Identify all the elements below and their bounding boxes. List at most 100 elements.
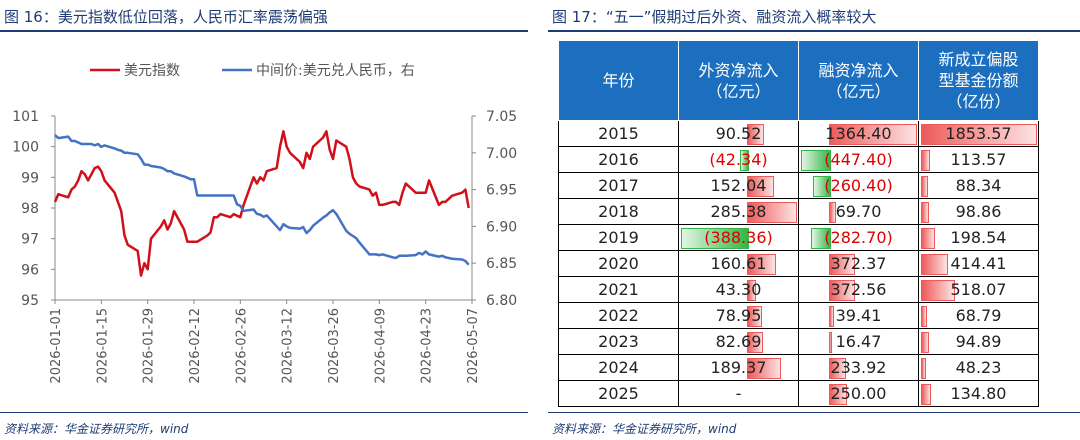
fx-cell: 43.30 xyxy=(678,276,799,303)
usd-index-line xyxy=(53,130,470,277)
data-bar xyxy=(921,384,932,405)
cell-value: 372.37 xyxy=(830,254,887,273)
mg-cell: 233.92 xyxy=(798,354,919,381)
flow-table-title: 图 17：“五一”假期过后外资、融资流入概率较大 xyxy=(552,8,877,26)
fd-cell: 414.41 xyxy=(918,250,1039,277)
x-tick-label: 2026-03-12 xyxy=(281,308,296,384)
year-cell: 2019 xyxy=(558,224,679,251)
mg-cell: (447.40) xyxy=(798,146,919,173)
table-row: 2018 285.38 69.70 98.86 xyxy=(558,198,1039,225)
fx-chart-title: 图 16：美元指数低位回落，人民币汇率震荡偏强 xyxy=(4,8,328,26)
x-tick-label: 2026-05-07 xyxy=(466,308,481,384)
header-text: 融资净流入 xyxy=(818,60,899,80)
table-header-cell: 融资净流入 （亿元） xyxy=(798,40,919,121)
header-text: 外资净流入 xyxy=(698,60,779,80)
fd-cell: 88.34 xyxy=(918,172,1039,199)
cell-value: 189.37 xyxy=(710,358,767,377)
cny-fix-line xyxy=(54,134,470,266)
data-bar xyxy=(746,202,797,223)
data-bar xyxy=(801,150,832,171)
cell-value: 94.89 xyxy=(955,332,1002,351)
title-rule xyxy=(0,30,528,32)
data-bar xyxy=(739,150,749,171)
table-row: 2022 78.95 39.41 68.79 xyxy=(558,302,1039,329)
mg-cell: 16.47 xyxy=(798,328,919,355)
mg-cell: 250.00 xyxy=(798,380,919,407)
fx-cell: 285.38 xyxy=(678,198,799,225)
cell-value: (282.70) xyxy=(824,228,893,247)
table-row: 2015 90.52 1364.40 1853.57 xyxy=(558,120,1039,147)
fx-cell: (388.36) xyxy=(678,224,799,251)
right-tick-label: 6.90 xyxy=(486,219,517,235)
table-row: 2023 82.69 16.47 94.89 xyxy=(558,328,1039,355)
data-bar xyxy=(746,280,757,301)
x-tick-label: 2026-02-26 xyxy=(234,308,249,384)
table-row: 2024 189.37 233.92 48.23 xyxy=(558,354,1039,381)
header-text: 新成立偏股 xyxy=(938,50,1019,69)
fd-cell: 94.89 xyxy=(918,328,1039,355)
fx-cell: 152.04 xyxy=(678,172,799,199)
data-bar xyxy=(829,254,855,275)
year-cell: 2025 xyxy=(558,380,679,407)
mg-cell: (282.70) xyxy=(798,224,919,251)
year-cell: 2018 xyxy=(558,198,679,225)
year-cell: 2016 xyxy=(558,146,679,173)
table-row: 2025 - 250.00 134.80 xyxy=(558,380,1039,407)
year-cell: 2023 xyxy=(558,328,679,355)
fx-cell: 78.95 xyxy=(678,302,799,329)
cell-value: 250.00 xyxy=(830,384,887,403)
data-bar xyxy=(829,124,917,145)
cell-value: (447.40) xyxy=(824,150,893,169)
cell-value: (42.34) xyxy=(709,150,768,169)
header-text: 型基金份额 xyxy=(938,71,1019,90)
fd-cell: 1853.57 xyxy=(918,120,1039,147)
header-text: （亿份） xyxy=(946,92,1011,111)
cell-value: 48.23 xyxy=(955,358,1002,377)
cell-value: 372.56 xyxy=(830,280,887,299)
table-row: 2021 43.30 372.56 518.07 xyxy=(558,276,1039,303)
cell-value: - xyxy=(735,384,742,403)
year-cell: 2020 xyxy=(558,250,679,277)
table-header-cell: 新成立偏股型基金份额 （亿份） xyxy=(918,40,1039,121)
cell-value: 285.38 xyxy=(710,202,767,221)
x-tick-label: 2026-01-15 xyxy=(95,308,110,384)
footer-rule xyxy=(0,412,528,413)
data-bar xyxy=(812,176,832,197)
cell-value: 152.04 xyxy=(710,176,767,195)
header-text: 年份 xyxy=(602,71,635,90)
fd-cell: 198.54 xyxy=(918,224,1039,251)
table-header-row: 年份 外资净流入 （亿元） 融资净流入 （亿元） 新成立偏股型基金份额 （亿份） xyxy=(558,40,1039,121)
cell-value: 39.41 xyxy=(835,306,882,325)
data-bar xyxy=(921,176,929,197)
year-cell: 2022 xyxy=(558,302,679,329)
data-bar xyxy=(829,280,855,301)
left-tick-label: 97 xyxy=(21,232,39,248)
fd-cell: 48.23 xyxy=(918,354,1039,381)
data-bar xyxy=(746,358,781,379)
header-text: （亿元） xyxy=(826,81,891,101)
left-tick-label: 96 xyxy=(21,262,39,278)
data-bar xyxy=(921,254,949,275)
data-bar xyxy=(921,358,926,379)
fd-cell: 134.80 xyxy=(918,380,1039,407)
cell-value: 78.95 xyxy=(715,306,762,325)
right-tick-label: 7.00 xyxy=(486,146,517,162)
cell-value: 134.80 xyxy=(950,384,1007,403)
table-row: 2017 152.04 (260.40) 88.34 xyxy=(558,172,1039,199)
left-tick-label: 99 xyxy=(21,170,39,186)
data-bar xyxy=(829,384,847,405)
fx-chart-panel: 图 16：美元指数低位回落，人民币汇率震荡偏强 95 96 97 98 99 100 101… xyxy=(0,0,528,440)
fx-chart-source: 资料来源：华金证券研究所，wind xyxy=(4,422,189,436)
fx-cell: (42.34) xyxy=(678,146,799,173)
flow-table-panel: 图 17：“五一”假期过后外资、融资流入概率较大 年份 外资净流入 （亿元） 融资净流… xyxy=(548,0,1080,440)
cell-value: 113.57 xyxy=(950,150,1007,169)
line-chart: 95 96 97 98 99 100 101 6.80 6.85 6.90 6.95 7.00 7.05… xyxy=(12,63,517,384)
data-bar xyxy=(681,228,749,249)
fx-cell: 90.52 xyxy=(678,120,799,147)
cell-value: 233.92 xyxy=(830,358,887,377)
data-bar xyxy=(746,332,763,353)
year-cell: 2015 xyxy=(558,120,679,147)
data-bar xyxy=(829,332,833,353)
cell-value: 88.34 xyxy=(955,176,1002,195)
table-header-cell: 年份 xyxy=(558,40,679,121)
